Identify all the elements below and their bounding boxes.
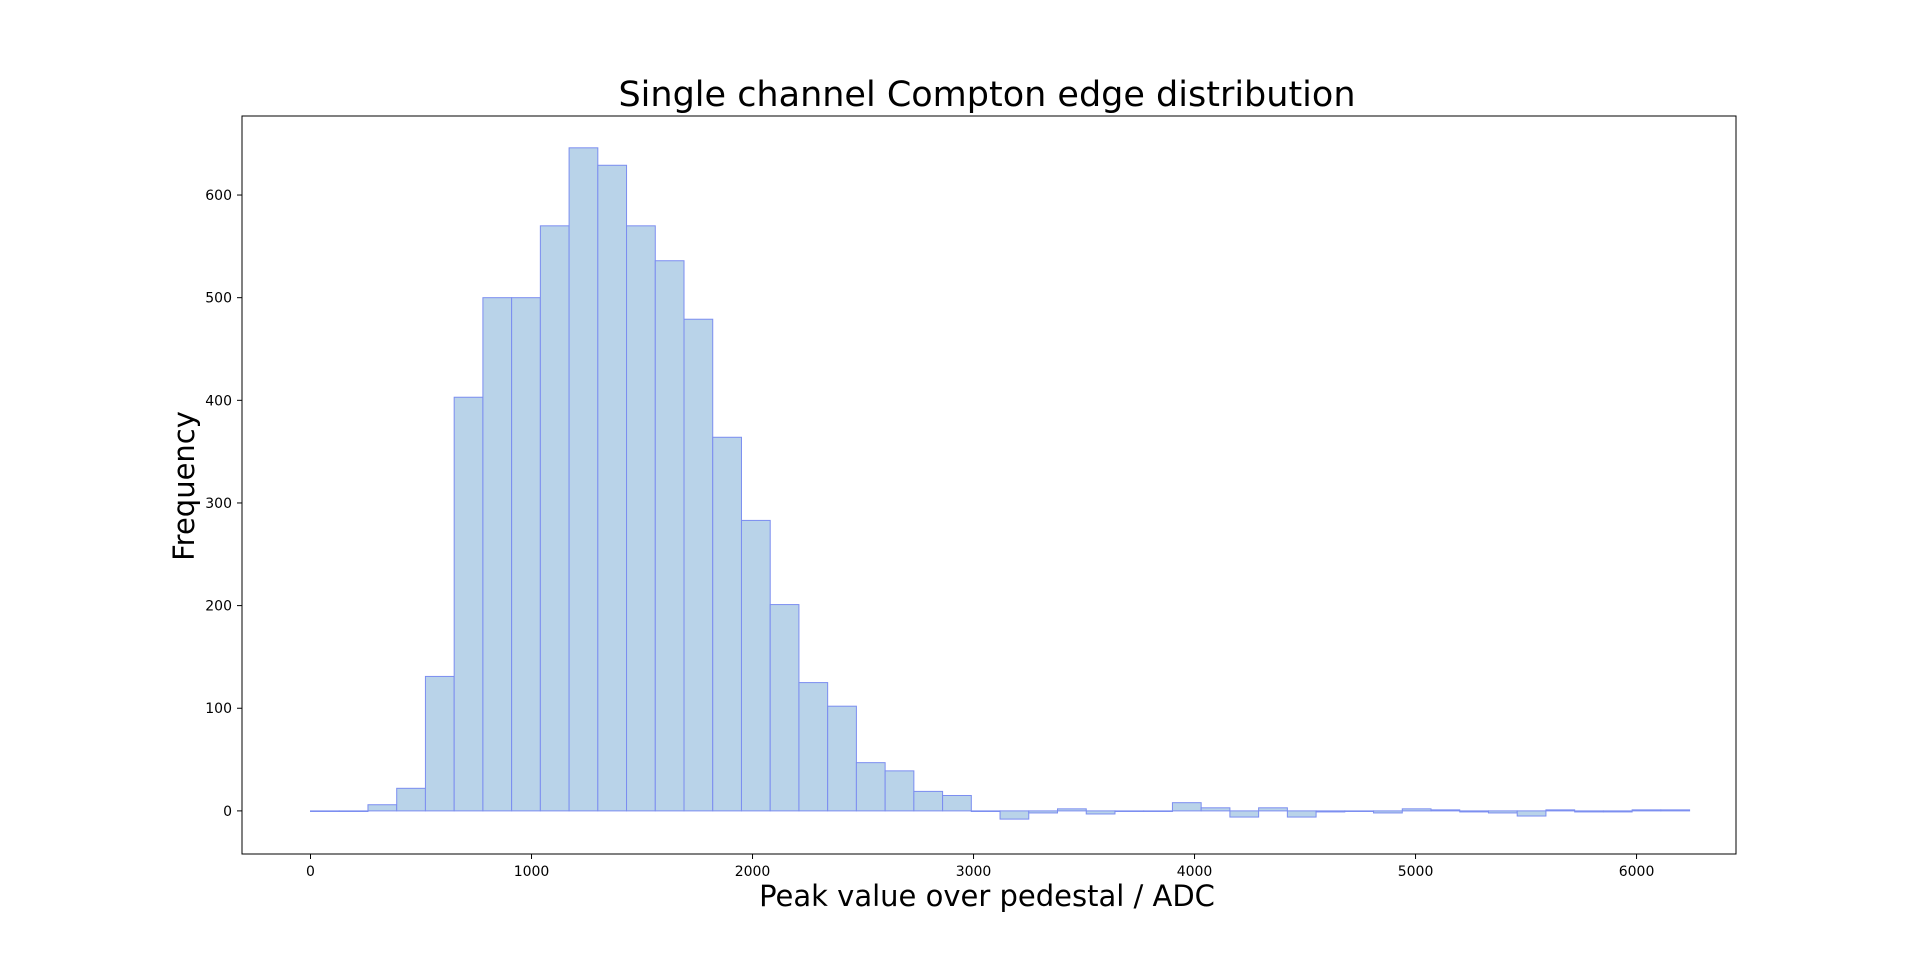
y-axis-label: Frequency	[167, 411, 201, 561]
histogram-bar	[1516, 810, 1547, 817]
histogram-bar	[1057, 808, 1087, 812]
y-tick-label: 500	[205, 291, 232, 307]
histogram-bar	[1171, 802, 1202, 812]
y-tick-label: 300	[205, 496, 232, 512]
x-axis-label: Peak value over pedestal / ADC	[759, 879, 1215, 913]
histogram-bar	[626, 225, 656, 812]
y-tick-label: 400	[205, 393, 232, 409]
histogram-bar	[1258, 807, 1288, 812]
histogram-bar	[1114, 810, 1145, 812]
histogram-bar	[1487, 810, 1518, 814]
histogram-bar	[999, 810, 1030, 820]
x-tick-label: 4000	[1177, 864, 1213, 880]
plot-frame	[241, 115, 1737, 855]
x-tick-label: 3000	[956, 864, 992, 880]
histogram-bar	[855, 762, 886, 812]
histogram-bar	[683, 318, 714, 812]
y-tick-label: 0	[223, 804, 232, 820]
histogram-bar	[942, 794, 972, 812]
histogram-bar	[1660, 809, 1691, 812]
histogram-bar	[1545, 809, 1576, 812]
x-axis-ticks: 0 1000 2000 3000 4000 5000 6000	[306, 854, 1654, 880]
histogram-bar	[1602, 810, 1633, 813]
x-tick-label: 2000	[735, 864, 771, 880]
histogram-bar	[712, 436, 742, 812]
histogram-bar	[654, 260, 685, 812]
x-tick-label: 5000	[1398, 864, 1434, 880]
x-tick-label: 0	[306, 864, 315, 880]
histogram-bar	[1143, 810, 1173, 812]
y-tick-label: 200	[205, 599, 232, 615]
histogram-bar	[310, 810, 340, 812]
histogram-bar	[1373, 810, 1403, 814]
x-tick-label: 1000	[514, 864, 550, 880]
y-tick-label: 600	[205, 188, 232, 204]
histogram-bar	[597, 164, 628, 812]
histogram-bar	[1315, 810, 1346, 813]
histogram-bar	[367, 804, 398, 812]
histogram-bar	[338, 810, 369, 812]
histogram-bar	[1229, 810, 1260, 818]
histogram-bars	[310, 147, 1691, 820]
histogram-bar	[396, 787, 426, 812]
histogram-bar	[1344, 810, 1375, 812]
histogram-bar	[482, 297, 513, 812]
histogram-bar	[1430, 809, 1461, 812]
histogram-bar	[1459, 810, 1489, 813]
histogram-bar	[884, 770, 915, 812]
histogram-bar	[568, 147, 599, 812]
histogram-bar	[1200, 807, 1231, 812]
y-axis-ticks: 0 100 200 300 400 500 600	[205, 188, 242, 820]
x-tick-label: 6000	[1619, 864, 1655, 880]
histogram-bar	[1085, 810, 1116, 815]
histogram-bar	[1028, 810, 1059, 814]
chart-title: Single channel Compton edge distribution	[618, 75, 1355, 115]
histogram-bar	[798, 682, 829, 812]
histogram-bar	[539, 225, 570, 812]
histogram-bar	[424, 675, 455, 812]
histogram-bar	[740, 519, 771, 812]
histogram-bar	[913, 790, 944, 812]
histogram-bar	[1286, 810, 1317, 818]
y-tick-label: 100	[205, 701, 232, 717]
histogram-bar	[453, 396, 484, 812]
histogram-bar	[1401, 808, 1432, 812]
histogram-bar	[1574, 810, 1604, 813]
histogram-bar	[1631, 809, 1662, 812]
histogram-bar	[511, 297, 541, 812]
histogram-bar	[769, 604, 800, 812]
histogram-bar	[970, 810, 1001, 812]
histogram-bar	[827, 705, 857, 812]
